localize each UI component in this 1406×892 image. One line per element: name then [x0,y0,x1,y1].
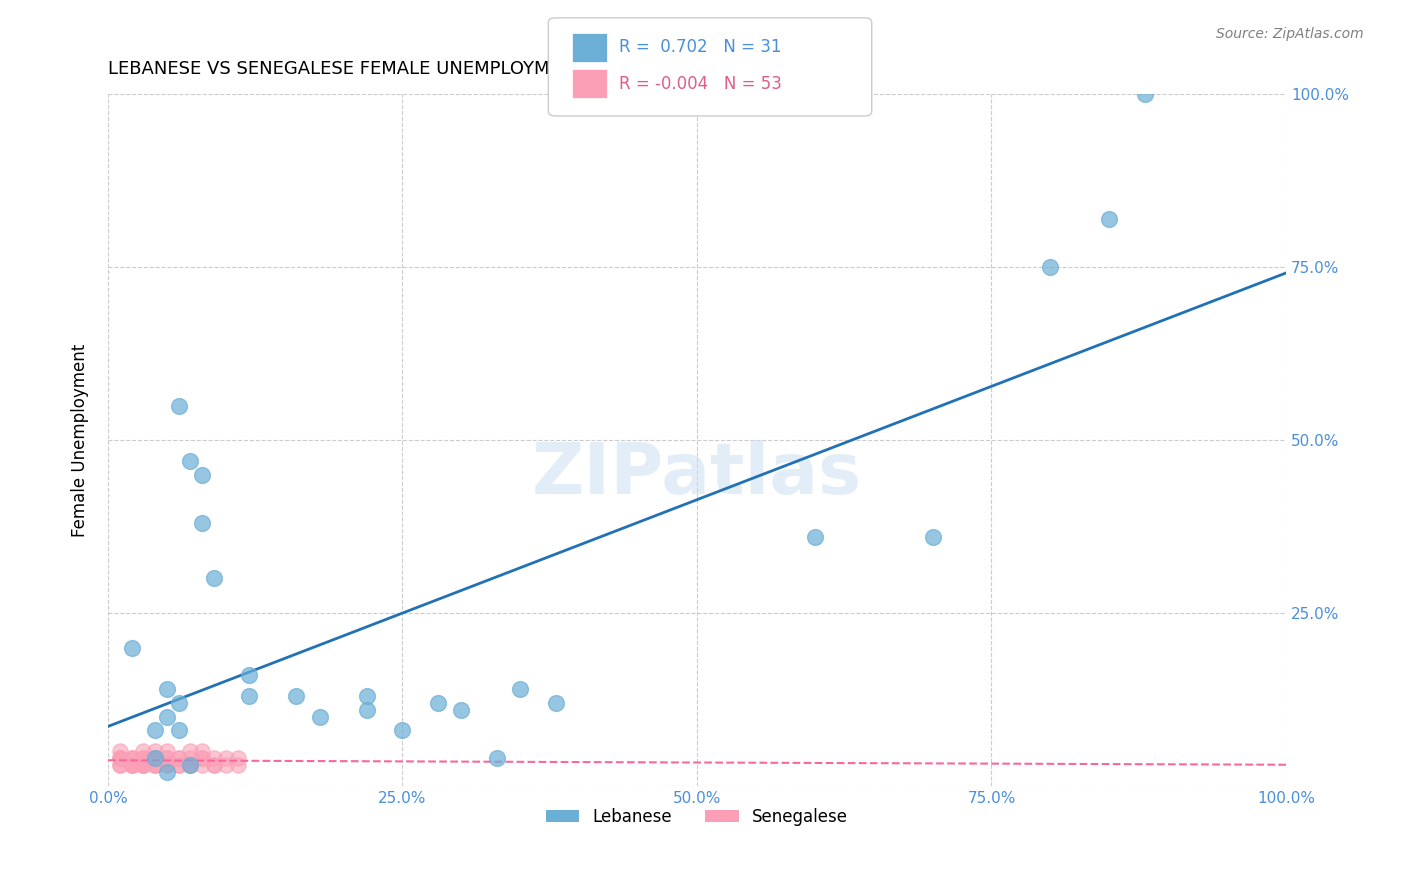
Point [356,689,378,703]
Point [143,751,166,765]
Point [179,758,201,772]
Point [108,758,131,772]
Point [179,758,201,772]
Point [215,758,238,772]
Point [143,758,166,772]
Point [191,751,214,765]
Point [179,454,201,468]
Point [309,709,332,723]
Point [156,751,179,765]
Point [238,668,260,682]
Point [156,764,179,779]
Point [108,751,131,765]
Point [121,640,143,655]
Point [356,703,378,717]
Point [485,751,508,765]
Point [156,709,179,723]
Point [156,758,179,772]
Point [191,758,214,772]
Point [426,696,449,710]
Point [132,758,155,772]
Point [132,758,155,772]
Point [143,744,166,758]
Point [143,723,166,738]
Text: R =  0.702   N = 31: R = 0.702 N = 31 [619,38,782,56]
Point [191,516,214,530]
Point [167,399,190,413]
Point [121,751,143,765]
Point [143,758,166,772]
Text: R = -0.004   N = 53: R = -0.004 N = 53 [619,75,782,93]
Point [202,758,225,772]
Point [108,744,131,758]
Point [509,681,531,696]
Point [202,751,225,765]
Text: Source: ZipAtlas.com: Source: ZipAtlas.com [1216,27,1364,41]
Point [132,758,155,772]
Point [226,758,249,772]
Point [108,751,131,765]
Point [285,689,308,703]
Point [121,758,143,772]
Point [1133,87,1156,102]
Point [143,751,166,765]
Point [156,758,179,772]
Point [167,751,190,765]
Point [121,758,143,772]
Point [1039,260,1062,275]
Point [132,751,155,765]
Text: ZIPatlas: ZIPatlas [531,440,862,509]
Point [143,751,166,765]
Point [132,751,155,765]
Point [143,751,166,765]
Point [121,751,143,765]
Point [143,751,166,765]
Y-axis label: Female Unemployment: Female Unemployment [72,343,89,537]
Point [121,758,143,772]
Point [191,751,214,765]
Point [391,723,413,738]
Point [202,571,225,585]
Point [179,758,201,772]
Point [1098,211,1121,226]
Point [202,758,225,772]
Point [121,751,143,765]
Point [179,751,201,765]
Point [450,703,472,717]
Point [167,758,190,772]
Point [238,689,260,703]
Point [167,723,190,738]
Point [179,744,201,758]
Point [215,751,238,765]
Point [156,681,179,696]
Point [921,530,943,544]
Legend: Lebanese, Senegalese: Lebanese, Senegalese [538,801,855,833]
Point [143,758,166,772]
Point [132,751,155,765]
Point [167,696,190,710]
Point [156,744,179,758]
Point [108,751,131,765]
Point [167,751,190,765]
Point [132,744,155,758]
Point [108,758,131,772]
Point [156,751,179,765]
Point [191,467,214,482]
Point [226,751,249,765]
Point [121,758,143,772]
Point [132,758,155,772]
Point [544,696,567,710]
Point [803,530,825,544]
Point [167,758,190,772]
Point [191,744,214,758]
Text: LEBANESE VS SENEGALESE FEMALE UNEMPLOYMENT CORRELATION CHART: LEBANESE VS SENEGALESE FEMALE UNEMPLOYME… [108,60,786,78]
